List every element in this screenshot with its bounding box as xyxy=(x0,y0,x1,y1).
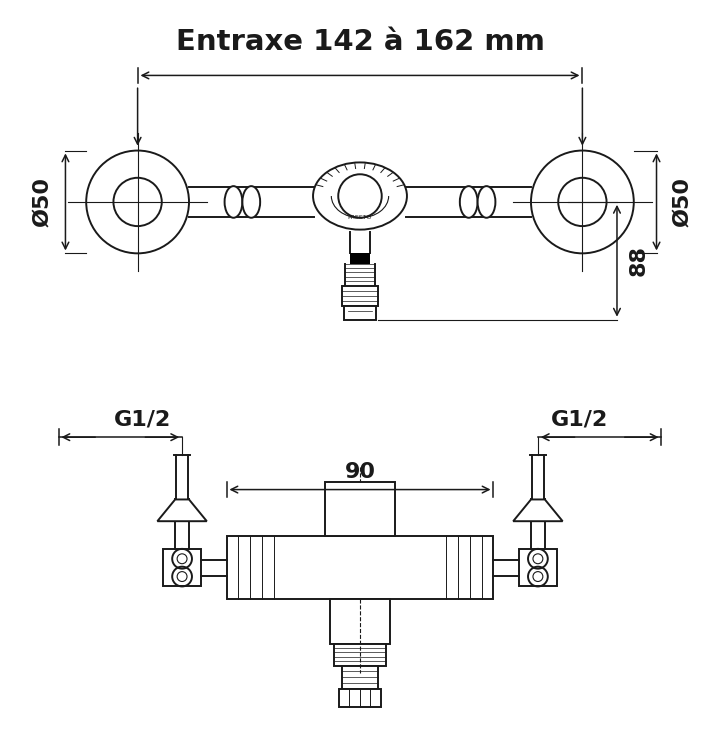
Ellipse shape xyxy=(477,186,495,218)
Text: G1/2: G1/2 xyxy=(551,409,608,429)
Bar xyxy=(344,305,376,319)
Text: 90: 90 xyxy=(344,461,375,482)
Bar xyxy=(326,481,395,536)
Bar xyxy=(334,644,385,665)
Ellipse shape xyxy=(460,186,477,218)
Text: Ø50: Ø50 xyxy=(32,177,52,227)
Text: PRESTO: PRESTO xyxy=(348,215,372,220)
Text: Ø50: Ø50 xyxy=(672,177,692,227)
Text: 88: 88 xyxy=(628,245,649,276)
Text: Entraxe 142 à 162 mm: Entraxe 142 à 162 mm xyxy=(175,28,544,56)
Circle shape xyxy=(338,174,382,218)
Polygon shape xyxy=(513,500,563,521)
Bar xyxy=(163,549,201,587)
Ellipse shape xyxy=(242,186,260,218)
Bar xyxy=(342,286,377,305)
Ellipse shape xyxy=(224,186,242,218)
Bar xyxy=(330,599,390,644)
Polygon shape xyxy=(157,500,207,521)
Text: G1/2: G1/2 xyxy=(114,409,171,429)
Bar xyxy=(350,253,370,264)
Bar xyxy=(342,665,377,689)
Bar xyxy=(519,549,557,587)
Bar xyxy=(339,689,381,707)
Bar xyxy=(226,536,493,599)
